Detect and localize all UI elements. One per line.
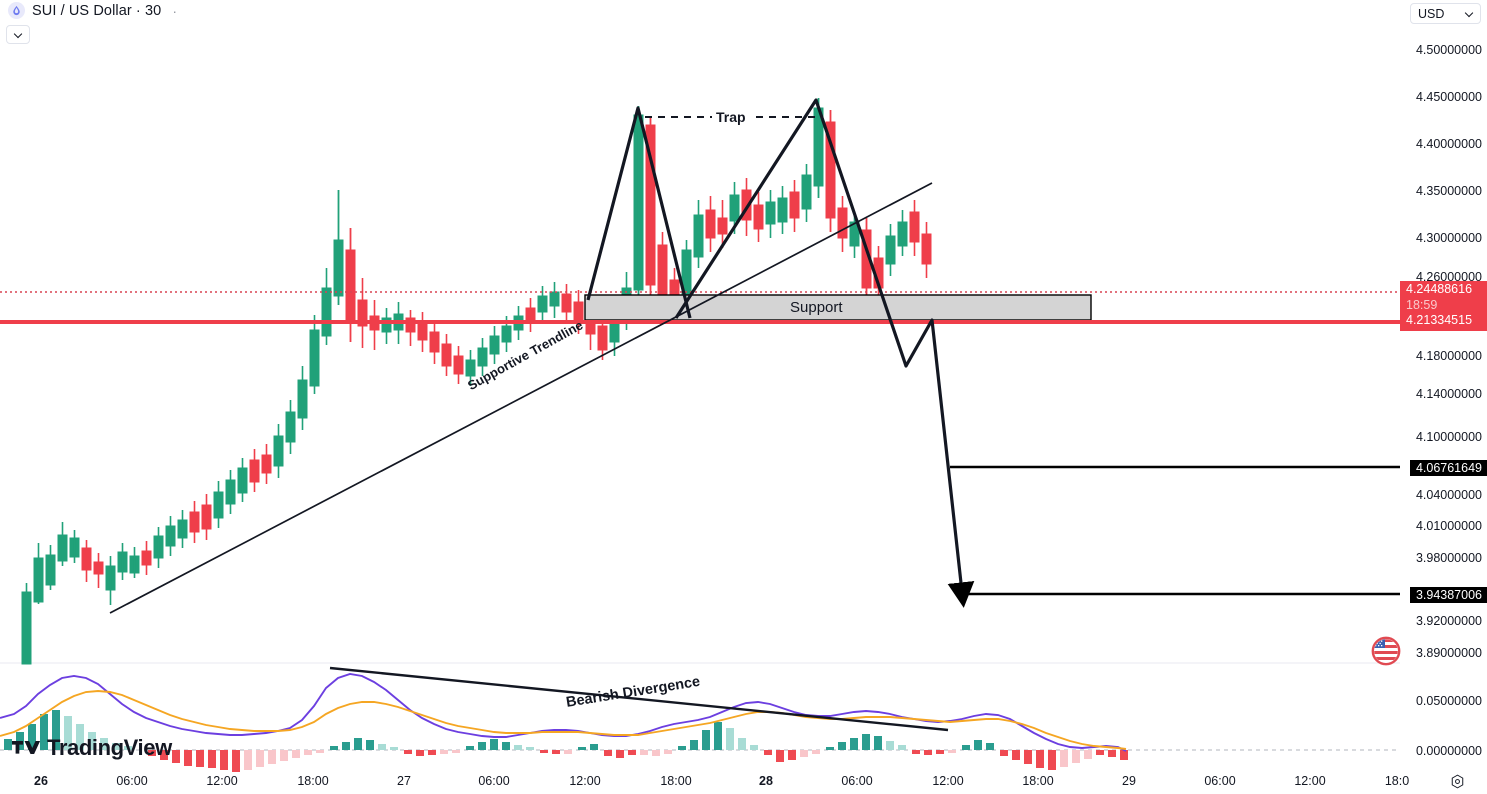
annotation-bearish-divergence: Bearish Divergence bbox=[565, 673, 702, 711]
target-1-price-badge: 4.06761649 bbox=[1409, 460, 1487, 476]
price-tick: 4.10000000 bbox=[1415, 430, 1482, 444]
price-tick: 3.89000000 bbox=[1415, 646, 1482, 660]
time-tick: 12:00 bbox=[206, 774, 238, 788]
price-tick: 4.45000000 bbox=[1415, 90, 1482, 104]
time-tick: 06:00 bbox=[478, 774, 510, 788]
price-tick: 3.98000000 bbox=[1415, 551, 1482, 565]
price-tick: 4.01000000 bbox=[1415, 519, 1482, 533]
chart-header: SUI / US Dollar · 30 · USD bbox=[0, 0, 1487, 44]
droplet-icon bbox=[8, 2, 25, 19]
target-2-price-badge: 3.94387006 bbox=[1409, 587, 1487, 603]
price-tick: 3.92000000 bbox=[1415, 614, 1482, 628]
symbol-dropdown-button[interactable] bbox=[6, 25, 30, 44]
symbol-block[interactable]: SUI / US Dollar · 30 · bbox=[8, 2, 177, 19]
price-tick: 4.30000000 bbox=[1415, 231, 1482, 245]
price-axis[interactable]: 4.50000000 4.45000000 4.40000000 4.35000… bbox=[1400, 28, 1487, 768]
tradingview-mark bbox=[12, 741, 41, 754]
title-trailing-dot: · bbox=[172, 2, 177, 19]
time-tick: 18:00 bbox=[297, 774, 329, 788]
time-tick: 06:00 bbox=[116, 774, 148, 788]
time-tick: 28 bbox=[759, 774, 773, 788]
time-tick: 12:00 bbox=[569, 774, 601, 788]
clock-settings-icon[interactable] bbox=[1450, 774, 1465, 789]
time-tick: 12:00 bbox=[932, 774, 964, 788]
chevron-down-icon bbox=[1466, 10, 1473, 17]
macd-tick: 0.05000000 bbox=[1415, 694, 1482, 708]
current-price-label: 4.24488616 18:59 4.21334515 bbox=[1400, 281, 1487, 331]
annotation-supportive-trendline: Supportive Trendline bbox=[465, 317, 586, 394]
time-axis[interactable]: 26 06:00 12:00 18:00 27 06:00 12:00 18:0… bbox=[0, 770, 1487, 794]
current-time-value: 18:59 bbox=[1406, 297, 1438, 312]
currency-select[interactable]: USD bbox=[1410, 3, 1481, 24]
time-tick: 12:00 bbox=[1294, 774, 1326, 788]
time-tick: 18:0 bbox=[1384, 774, 1410, 788]
chevron-down-icon bbox=[15, 31, 22, 38]
us-flag-icon[interactable] bbox=[1371, 636, 1401, 666]
macd-tick: 0.00000000 bbox=[1415, 744, 1482, 758]
price-tick: 4.35000000 bbox=[1415, 184, 1482, 198]
price-tick: 4.14000000 bbox=[1415, 387, 1482, 401]
price-tick: 4.04000000 bbox=[1415, 488, 1482, 502]
time-tick: 27 bbox=[397, 774, 411, 788]
current-price-value: 4.21334515 bbox=[1406, 313, 1473, 327]
tradingview-wordmark: TradingView bbox=[47, 735, 172, 760]
time-tick: 06:00 bbox=[841, 774, 873, 788]
price-tick: 4.40000000 bbox=[1415, 137, 1482, 151]
time-tick: 18:00 bbox=[1022, 774, 1054, 788]
annotation-support: Support bbox=[790, 299, 843, 316]
current-high-value: 4.24488616 bbox=[1406, 282, 1473, 296]
price-tick: 4.26000000 bbox=[1415, 270, 1482, 284]
price-tick: 4.18000000 bbox=[1415, 349, 1482, 363]
time-tick: 29 bbox=[1122, 774, 1136, 788]
time-tick: 26 bbox=[34, 774, 48, 788]
time-tick: 18:00 bbox=[660, 774, 692, 788]
page-title: SUI / US Dollar · 30 bbox=[32, 2, 162, 19]
time-tick: 06:00 bbox=[1204, 774, 1236, 788]
currency-label: USD bbox=[1418, 6, 1445, 21]
price-tick: 4.50000000 bbox=[1415, 43, 1482, 57]
annotation-trap: Trap bbox=[716, 109, 746, 125]
macd-histogram bbox=[4, 710, 1128, 772]
tradingview-logo: TradingView bbox=[12, 735, 172, 760]
